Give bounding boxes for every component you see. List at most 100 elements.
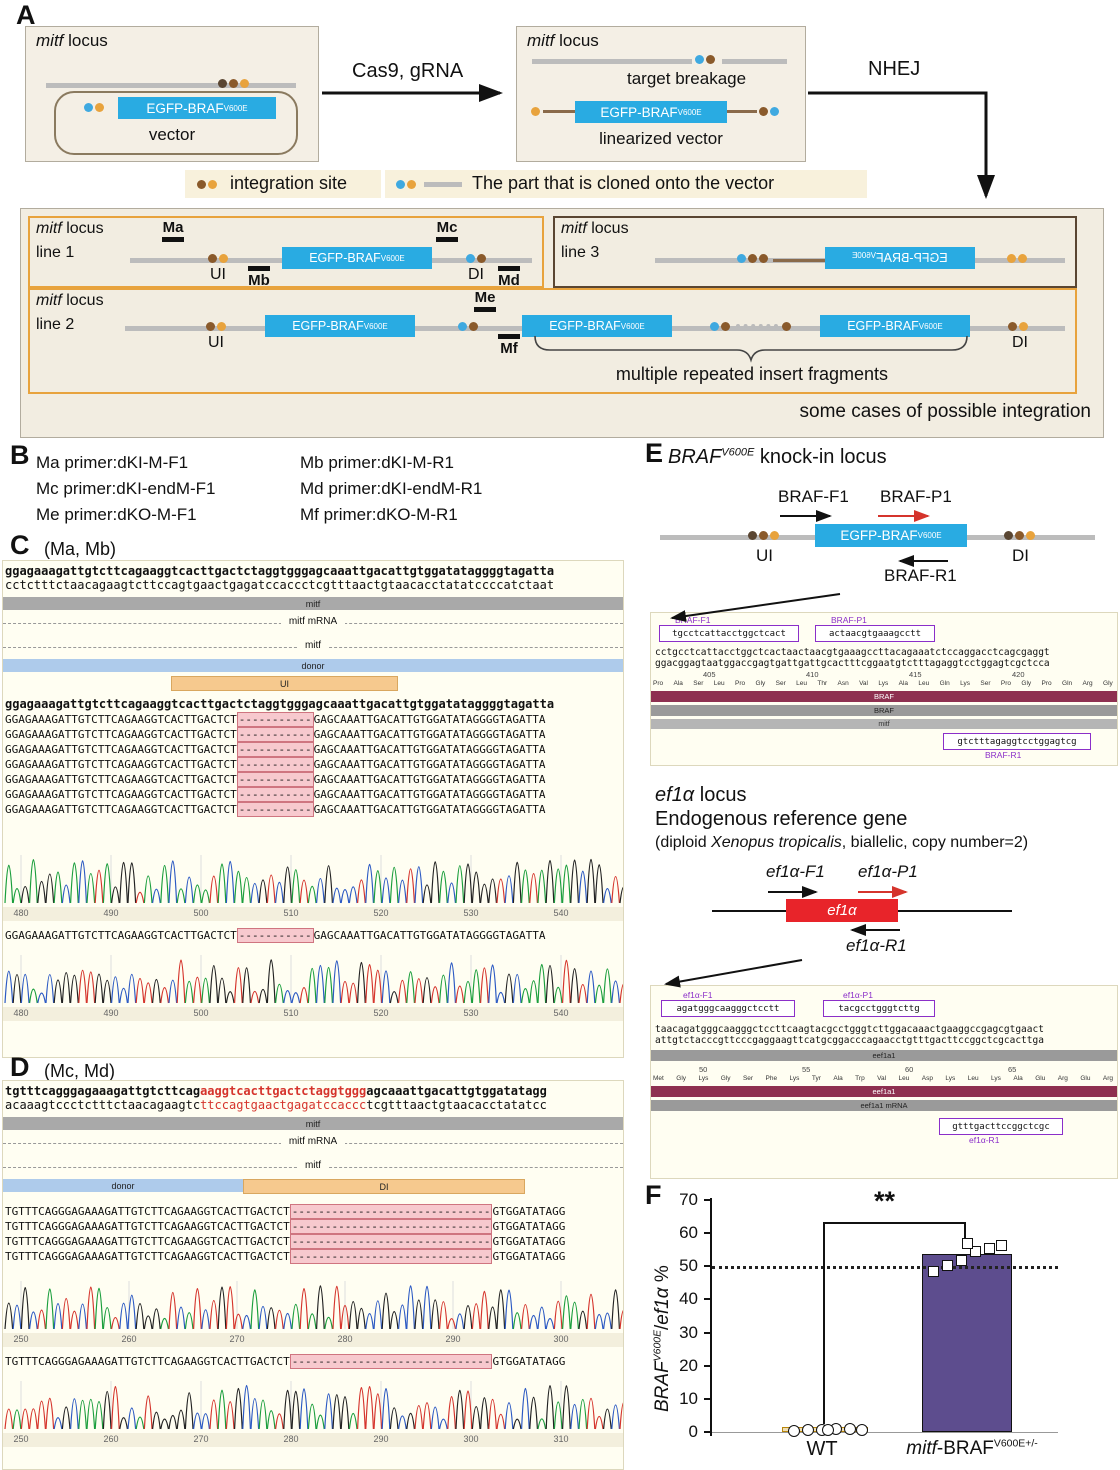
primer-bar-icon (162, 237, 184, 242)
mitf-locus-title: mitf locus (36, 220, 104, 237)
ui-dots (208, 254, 228, 263)
ruler-number: 540 (553, 1008, 569, 1018)
data-point-square (942, 1259, 953, 1271)
primer-list-item: Mb primer:dKI-M-R1 (300, 453, 454, 472)
integration-site-dots (197, 180, 217, 189)
reference-seq-top: tgtttcagggagaaagattgtcttcagaaggtcacttgac… (5, 1084, 547, 1098)
residue: Pro (1000, 680, 1012, 687)
panel-f-label: F (645, 1180, 662, 1210)
plasmid-circle (54, 91, 298, 155)
vector-arm (773, 259, 825, 262)
integration-dot-orange (219, 254, 228, 263)
ruler-number: 480 (13, 1008, 29, 1018)
y-tick-label: 0 (688, 1422, 698, 1441)
alignment-read: TGTTTCAGGGAGAAAGATTGTCTTCAGAAGGTCACTTGAC… (5, 1219, 566, 1234)
braf-cds-bar: BRAF (651, 691, 1117, 702)
locus-line (46, 83, 296, 88)
chromatogram (4, 855, 623, 904)
egfp-braf-cassette: EGFP-BRAF V600E (118, 97, 276, 119)
primer-mf-marker: Mf (498, 332, 520, 356)
codon-number: 415 (909, 670, 922, 679)
junction-dots (737, 254, 768, 263)
integration-site-dots (218, 79, 249, 88)
residue: Leu (967, 1075, 979, 1082)
integration-dot-orange (1018, 254, 1027, 263)
mitf-locus-title: mitf locus (36, 31, 108, 50)
braf-r1-label: BRAF-R1 (884, 566, 957, 585)
junction-dots (458, 322, 478, 331)
ef1a-p1-primer-seq: tacgcctgggtcttg (823, 1000, 935, 1017)
cloned-part-line (424, 182, 462, 187)
alignment-read: GGAGAAAGATTGTCTTCAGAAGGTCACTTGACTCT -----… (5, 757, 546, 772)
genomic-seq-top: taacagatgggcaagggctccttcaagtacgcctgggtct… (655, 1024, 1044, 1035)
data-point-circle (844, 1423, 856, 1436)
residue: Asn (837, 680, 849, 687)
di-label: DI (1012, 546, 1029, 565)
legend-integration-label: integration site (230, 173, 348, 193)
braf-f1-flag-label: BRAF-F1 (675, 615, 711, 625)
primer-bar-icon (498, 266, 520, 271)
ef1a-seq-detail: ef1α-F1 agatgggcaagggctcctt ef1α-P1 tacg… (650, 985, 1118, 1179)
y-axis-line (710, 1198, 712, 1436)
position-ruler: 480 490 500 510 520 530 540 (3, 1007, 623, 1021)
residue: Gly (720, 1075, 731, 1082)
residue: Met (653, 1075, 664, 1082)
ruler-number: 520 (373, 908, 389, 918)
integration-dot-blue (710, 322, 719, 331)
vector-arm (727, 110, 757, 113)
alignment-read: TGTTTCAGGGAGAAAGATTGTCTTCAGAAGGTCACTTGAC… (5, 1249, 566, 1264)
primer-ma-marker: Ma (162, 220, 184, 244)
line2-box: mitf locus line 2 UI EGFP-BRAF V600E Me M… (28, 288, 1077, 394)
ruler-number: 250 (13, 1434, 29, 1444)
gene-track-mitf: mitf (3, 1117, 623, 1130)
di-track: DI (243, 1179, 525, 1194)
residue: Ala (898, 680, 909, 687)
alignment-read: TGTTTCAGGGAGAAAGATTGTCTTCAGAAGGTCACTTGAC… (5, 1354, 566, 1369)
data-point-circle (788, 1424, 800, 1437)
data-point-square (996, 1239, 1007, 1251)
residue: Ser (693, 680, 704, 687)
read-reference: ggagaaagattgtcttcagaaggtcacttgactctaggtg… (5, 697, 555, 711)
integration-dot-orange (1019, 322, 1028, 331)
significance-stars: ** (874, 1186, 896, 1216)
alignment-read: GGAGAAAGATTGTCTTCAGAAGGTCACTTGACTCT -----… (5, 727, 546, 742)
residue: Gly (755, 680, 766, 687)
ruler-number: 290 (373, 1434, 389, 1444)
linearized-box: mitf locus target breakage EGFP-BRAF V600… (516, 26, 806, 162)
ui-dots (748, 531, 779, 540)
residue: Lys (878, 680, 889, 687)
integration-dot-blue (770, 107, 779, 116)
residue: Ser (742, 1075, 754, 1082)
braf-f1-label: BRAF-F1 (778, 487, 849, 506)
gene-track-mitf: mitf (3, 597, 623, 610)
data-point-circle (822, 1424, 834, 1437)
sig-bracket-left (823, 1222, 825, 1424)
integration-dot-brown (721, 322, 730, 331)
breakage-dots (695, 55, 715, 64)
sig-bracket-right (964, 1222, 966, 1248)
integration-dot-darkbrown (748, 531, 757, 540)
vector-arm (543, 110, 575, 113)
integration-dot-blue (695, 55, 704, 64)
alignment-read: GGAGAAAGATTGTCTTCAGAAGGTCACTTGACTCT -----… (5, 802, 546, 817)
integration-dot-orange (1026, 531, 1035, 540)
primer-list-item: Me primer:dKO-M-F1 (36, 505, 197, 524)
primer-list-item: Md primer:dKI-endM-R1 (300, 479, 483, 498)
junction-dot (782, 322, 791, 331)
braf-p1-label: BRAF-P1 (880, 487, 952, 506)
linearized-vector-label: linearized vector (599, 129, 723, 148)
panel-e-label: E (645, 438, 664, 468)
alignment-view-d: tgtttcagggagaaagattgtcttcagaaggtcacttgac… (2, 1080, 624, 1470)
primer-mc-marker: Mc (436, 220, 458, 244)
ruler-number: 490 (103, 1008, 119, 1018)
vector-box: mitf locus EGFP-BRAF V600E vector (25, 26, 319, 162)
line3-label: line 3 (561, 244, 600, 261)
ruler-number: 270 (193, 1434, 209, 1444)
nhej-label: NHEJ (868, 58, 921, 80)
alignment-read: GGAGAAAGATTGTCTTCAGAAGGTCACTTGACTCT -----… (5, 712, 546, 727)
residue: Arg (1102, 1075, 1113, 1082)
integration-dot-brown (759, 254, 768, 263)
position-ruler: 250 260 270 280 290 300 310 (3, 1433, 623, 1447)
ruler-number: 510 (283, 908, 299, 918)
residue: Leu (713, 680, 725, 687)
